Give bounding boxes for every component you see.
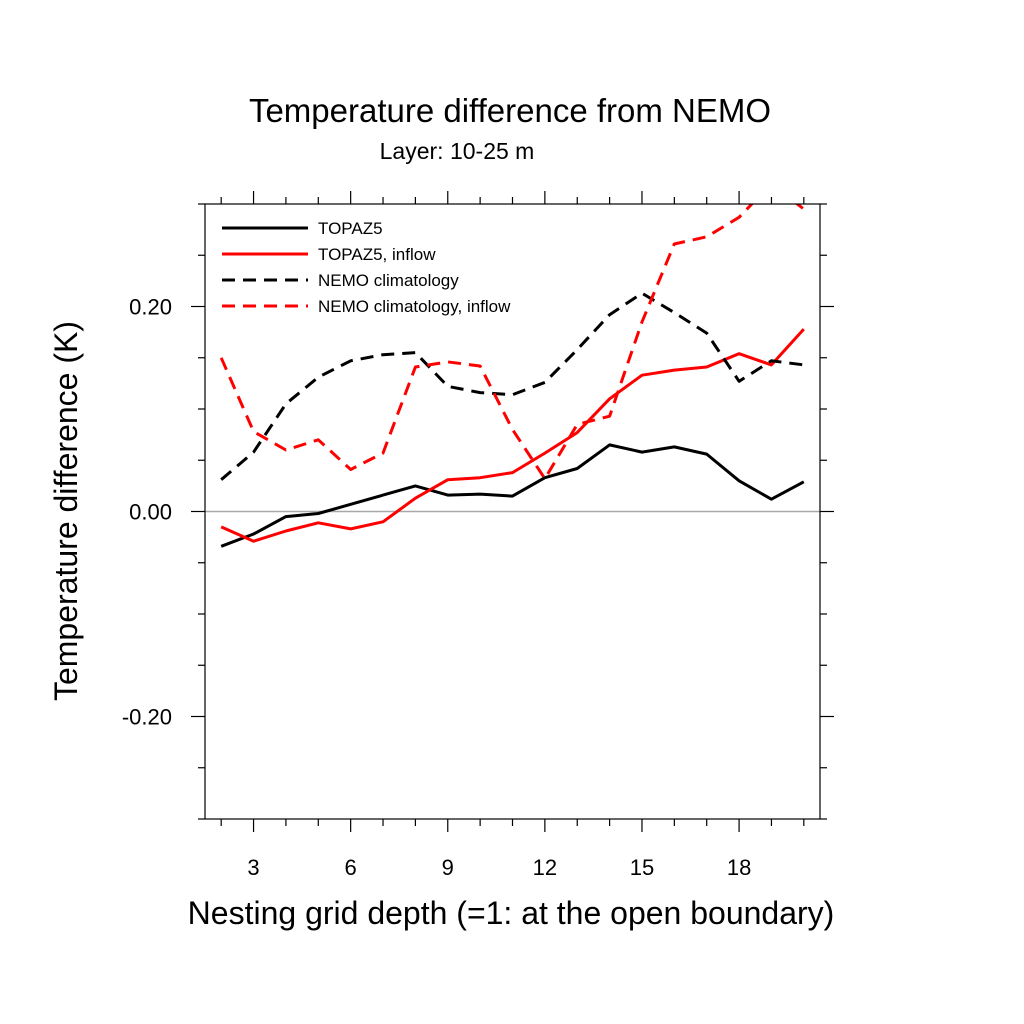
chart-subtitle: Layer: 10-25 m xyxy=(380,138,535,164)
y-axis-label: Temperature difference (K) xyxy=(48,321,84,701)
series-line-4 xyxy=(219,204,805,481)
x-tick-labels: 3 6 9 12 15 18 xyxy=(247,855,751,880)
plot-frame xyxy=(204,203,821,820)
legend: TOPAZ5 TOPAZ5, inflow NEMO climatology NEMO… xyxy=(222,219,511,316)
series-line-2 xyxy=(220,328,805,543)
y-tick-label: -0.20 xyxy=(122,705,172,730)
x-axis-label: Nesting grid depth (=1: at the open boun… xyxy=(188,895,835,931)
y-tick-labels: -0.20 0.00 0.20 xyxy=(122,295,172,730)
legend-label: NEMO climatology, inflow xyxy=(318,297,511,316)
axis-ticks xyxy=(191,191,834,832)
series-line-3 xyxy=(220,291,804,481)
x-tick-label: 6 xyxy=(345,855,357,880)
y-tick-label: 0.20 xyxy=(129,295,172,320)
legend-label: TOPAZ5, inflow xyxy=(318,245,436,264)
legend-label: TOPAZ5 xyxy=(318,219,383,238)
y-tick-label: 0.00 xyxy=(129,500,172,525)
chart-title: Temperature difference from NEMO xyxy=(249,92,771,129)
series-line-1 xyxy=(220,443,805,548)
x-tick-label: 3 xyxy=(247,855,259,880)
x-tick-label: 15 xyxy=(630,855,654,880)
series-lines xyxy=(219,204,805,548)
legend-label: NEMO climatology xyxy=(318,271,459,290)
x-tick-label: 12 xyxy=(533,855,557,880)
x-tick-label: 9 xyxy=(442,855,454,880)
x-tick-label: 18 xyxy=(727,855,751,880)
